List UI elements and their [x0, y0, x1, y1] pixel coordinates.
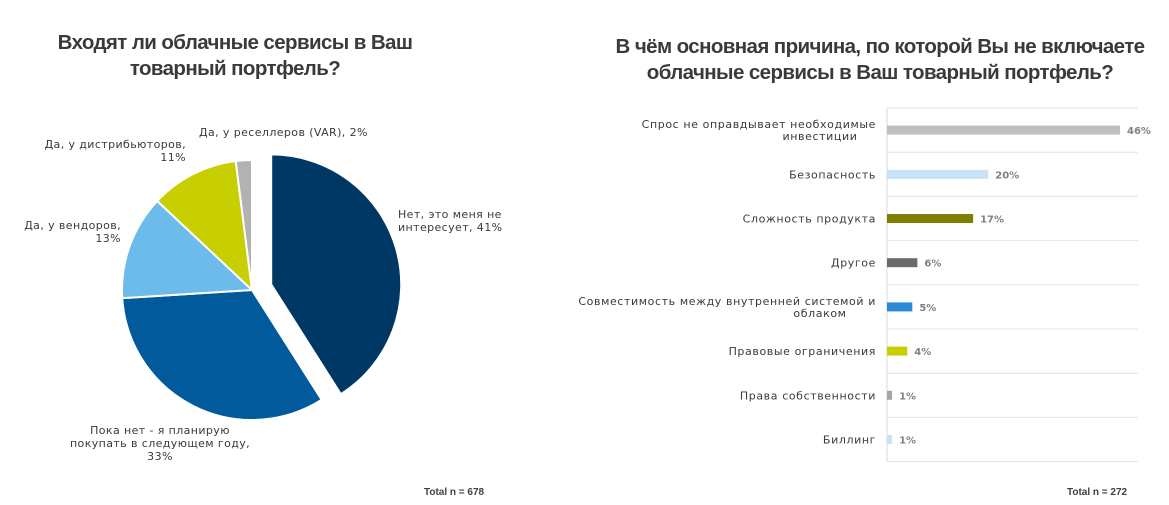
bar-category-label: Спрос не оправдывает необходимые инвестиц… [642, 118, 876, 143]
bar-category-label: Правовые ограничения [729, 345, 876, 358]
bar-value-label: 6% [924, 259, 941, 270]
bar-value-label: 17% [980, 215, 1004, 226]
bar-category-label: Биллинг [823, 434, 876, 447]
bar-3 [887, 258, 918, 268]
bar-value-label: 4% [914, 347, 931, 358]
bar-chart-title: В чём основная причина, по которой Вы не… [615, 35, 1146, 84]
bar-value-label: 1% [899, 391, 916, 402]
pie-label-distributors: Да, у дистрибьюторов, 11% [44, 138, 186, 164]
pie-chart-title: Входят ли облачные сервисы в Ваш товарны… [57, 31, 413, 80]
bar-category-label: Другое [831, 257, 876, 270]
bar-value-label: 46% [1127, 126, 1151, 137]
bar-value-label: 20% [995, 170, 1019, 181]
pie-label-vendors: Да, у вендоров, 13% [24, 219, 121, 245]
bar-category-label: Безопасность [789, 168, 876, 181]
pie-label-no: Нет, это меня не интересует, 41% [398, 208, 503, 234]
bar-4 [887, 302, 913, 312]
bar-2 [887, 214, 974, 223]
pie-total: Total n = 678 [424, 487, 485, 498]
pie-slice-resellers [234, 158, 253, 291]
bar-0 [887, 125, 1120, 135]
pie-slice-planning [121, 288, 324, 421]
bar-category-label: Права собственности [740, 389, 876, 402]
pie-label-resellers: Да, у реселлеров (VAR), 2% [199, 126, 368, 139]
pie-slice-distributors [155, 159, 254, 293]
pie-slice-no [270, 153, 403, 396]
bar-total: Total n = 272 [1067, 487, 1128, 498]
pie-label-planning: Пока нет - я планирую покупать в следующе… [69, 424, 251, 463]
bar-category-label: Сложность продукта [743, 213, 876, 226]
bar-value-label: 1% [899, 436, 916, 447]
bar-6 [887, 390, 893, 400]
pie-slice-vendors [121, 199, 255, 300]
bar-category-label: Совместимость между внутренней системой … [578, 295, 876, 320]
bar-1 [887, 169, 989, 179]
bar-5 [887, 346, 908, 356]
bar-7 [887, 435, 893, 444]
bar-value-label: 5% [919, 303, 936, 314]
